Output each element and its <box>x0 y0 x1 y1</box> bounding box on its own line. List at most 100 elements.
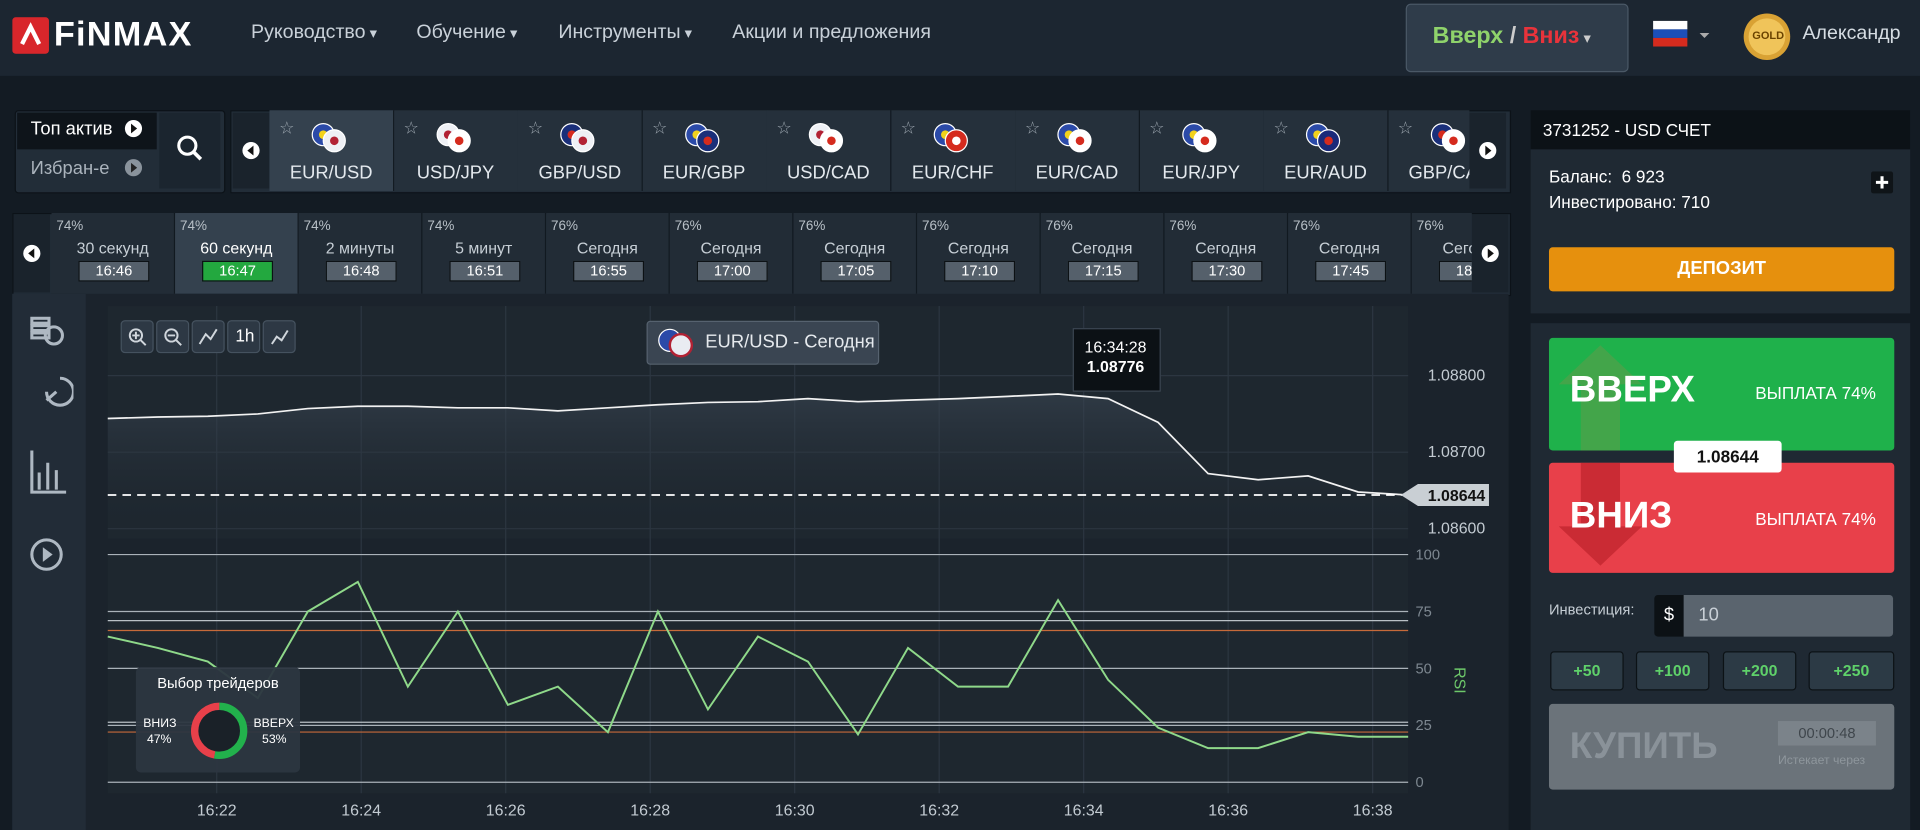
quick-amount[interactable]: +50 <box>1550 651 1624 691</box>
down-payout: ВЫПЛАТА 74% <box>1755 509 1876 529</box>
expiry-tab[interactable]: 74% 30 секунд 16:46 <box>51 213 176 294</box>
menu-item[interactable]: Руководство <box>251 22 377 44</box>
asset-tab[interactable]: ☆ USD/JPY <box>393 110 519 191</box>
toolbar-period[interactable]: 1h <box>235 325 255 346</box>
asset-name: EUR/AUD <box>1284 162 1367 184</box>
filter-top[interactable]: Топ актив <box>30 118 113 140</box>
mode-up: Вверх <box>1432 23 1504 49</box>
rsi-label: RSI <box>1451 667 1468 694</box>
expiry-time: 16:51 <box>449 260 521 282</box>
price-area <box>107 394 1409 539</box>
y-tick-label: 1.08800 <box>1428 368 1486 385</box>
expiry-tab[interactable]: 76% Сегодня 17:05 <box>793 213 918 294</box>
expiry-tab[interactable]: 74% 5 минут 16:51 <box>422 213 547 294</box>
add-funds[interactable] <box>1871 171 1895 195</box>
expiry-label: Сегодня <box>1071 238 1133 258</box>
asset-next[interactable] <box>1469 112 1507 189</box>
account-title: 3731252 - USD СЧЕТ <box>1542 119 1711 140</box>
asset-tab[interactable]: ☆ GBP/CAD <box>1387 110 1470 191</box>
account-invested: Инвестировано: 710 <box>1548 192 1710 212</box>
asset-flags <box>560 123 595 153</box>
toolbar-buttons[interactable] <box>120 320 304 354</box>
language-flag[interactable] <box>1653 20 1714 50</box>
asset-flags <box>933 123 968 153</box>
flag-mark <box>454 136 463 146</box>
asset-tab[interactable]: ☆ EUR/AUD <box>1263 110 1389 191</box>
expiry-tab[interactable]: 76% Сегодня 17:10 <box>917 213 1041 294</box>
chart-title: EUR/USD - Сегодня <box>705 331 875 353</box>
expiry-time: 17:15 <box>1067 260 1139 282</box>
down-button[interactable] <box>1548 462 1895 573</box>
quick-amount[interactable]: +200 <box>1722 651 1797 691</box>
expiry-payout: 76% <box>922 219 950 234</box>
expiry-payout: 74% <box>303 219 331 234</box>
logo[interactable]: FiNMAX <box>53 14 193 53</box>
expiry-time: 17:00 <box>696 260 768 282</box>
tooltip <box>1072 328 1161 392</box>
expiry-time: 17:05 <box>820 260 892 282</box>
asset-name: EUR/USD <box>289 162 373 184</box>
x-tick-label: 16:28 <box>630 802 670 819</box>
asset-tab[interactable]: ☆ EUR/GBP <box>642 110 768 191</box>
traders-down-value: 47% <box>146 733 172 747</box>
asset-tab[interactable]: ☆ EUR/CHF <box>890 110 1016 191</box>
user-name[interactable]: Александр <box>1802 23 1901 45</box>
timer-caption: Истекает через <box>1777 754 1866 768</box>
flag-mark <box>1448 136 1458 146</box>
deposit-button[interactable]: ДЕПОЗИТ <box>1548 247 1895 292</box>
menu-item[interactable]: Акции и предложения <box>732 22 931 43</box>
chart-sidebar <box>12 293 86 830</box>
asset-tab[interactable]: ☆ EUR/USD <box>269 110 395 191</box>
asset-flags <box>684 123 719 153</box>
expiry-prev[interactable] <box>13 214 51 293</box>
expiry-label: 2 минуты <box>325 238 395 258</box>
caret: ▾ <box>1579 29 1591 47</box>
expiry-tab[interactable]: 76% Сегодня 17:45 <box>1288 213 1412 294</box>
expiry-tab[interactable]: 76% Сегодня 17:15 <box>1040 213 1165 294</box>
expiry-tab[interactable]: 76% Сегодня18:00 <box>1411 213 1472 294</box>
expiry-label: 30 секунд <box>76 238 149 258</box>
filter-favorites[interactable]: Избран-е <box>30 157 110 179</box>
mode-button[interactable] <box>1405 3 1629 73</box>
asset-tab[interactable]: ☆ EUR/CAD <box>1015 110 1141 191</box>
expiry-tab[interactable]: 74% 60 секунд 16:47 <box>175 213 299 294</box>
favorite-star: ☆ <box>900 117 916 138</box>
donut-down <box>191 702 248 759</box>
x-tick-label: 16:22 <box>197 802 237 819</box>
expiry-tab[interactable]: 76% Сегодня 16:55 <box>546 213 670 294</box>
menu-item[interactable]: Инструменты <box>558 22 692 44</box>
flag-mark <box>1075 136 1085 146</box>
favorite-star: ☆ <box>1397 117 1414 138</box>
asset-name: USD/CAD <box>787 162 870 184</box>
traders-title: Выбор трейдеров <box>157 674 279 692</box>
menu-item[interactable]: Обучение <box>416 22 517 44</box>
x-tick-label: 16:38 <box>1353 802 1393 819</box>
asset-flags <box>808 123 844 153</box>
expiry-payout: 76% <box>1169 219 1197 234</box>
asset-name: GBP/USD <box>538 162 622 184</box>
flag-mark <box>702 136 712 146</box>
expiry-tab[interactable]: 74% 2 минуты 16:48 <box>298 213 423 294</box>
expiry-payout: 76% <box>1416 219 1444 234</box>
asset-tab[interactable]: ☆ GBP/USD <box>517 110 643 191</box>
asset-tab[interactable]: ☆ USD/CAD <box>766 110 892 191</box>
flag-mark <box>330 136 339 146</box>
search-button[interactable] <box>159 112 221 189</box>
down-label: ВНИЗ <box>1569 495 1673 537</box>
amount-input[interactable]: 10 <box>1683 594 1894 637</box>
quick-amount[interactable]: +100 <box>1635 651 1710 691</box>
expiry-tab[interactable]: 76% Сегодня 17:00 <box>669 213 794 294</box>
expiry-next[interactable] <box>1471 214 1509 293</box>
asset-prev[interactable] <box>232 112 270 189</box>
tooltip-value: 1.08776 <box>1086 357 1145 376</box>
rsi-line <box>107 580 1409 750</box>
investment-label: Инвестиция: <box>1548 601 1635 619</box>
buy-button[interactable] <box>1548 703 1895 790</box>
expiry-tab[interactable]: 76% Сегодня 17:30 <box>1164 213 1289 294</box>
up-button[interactable] <box>1548 337 1895 451</box>
asset-tab[interactable]: ☆ EUR/JPY <box>1139 110 1265 191</box>
quick-amount[interactable]: +250 <box>1808 651 1895 691</box>
expiry-label: Сегодня <box>824 238 886 258</box>
